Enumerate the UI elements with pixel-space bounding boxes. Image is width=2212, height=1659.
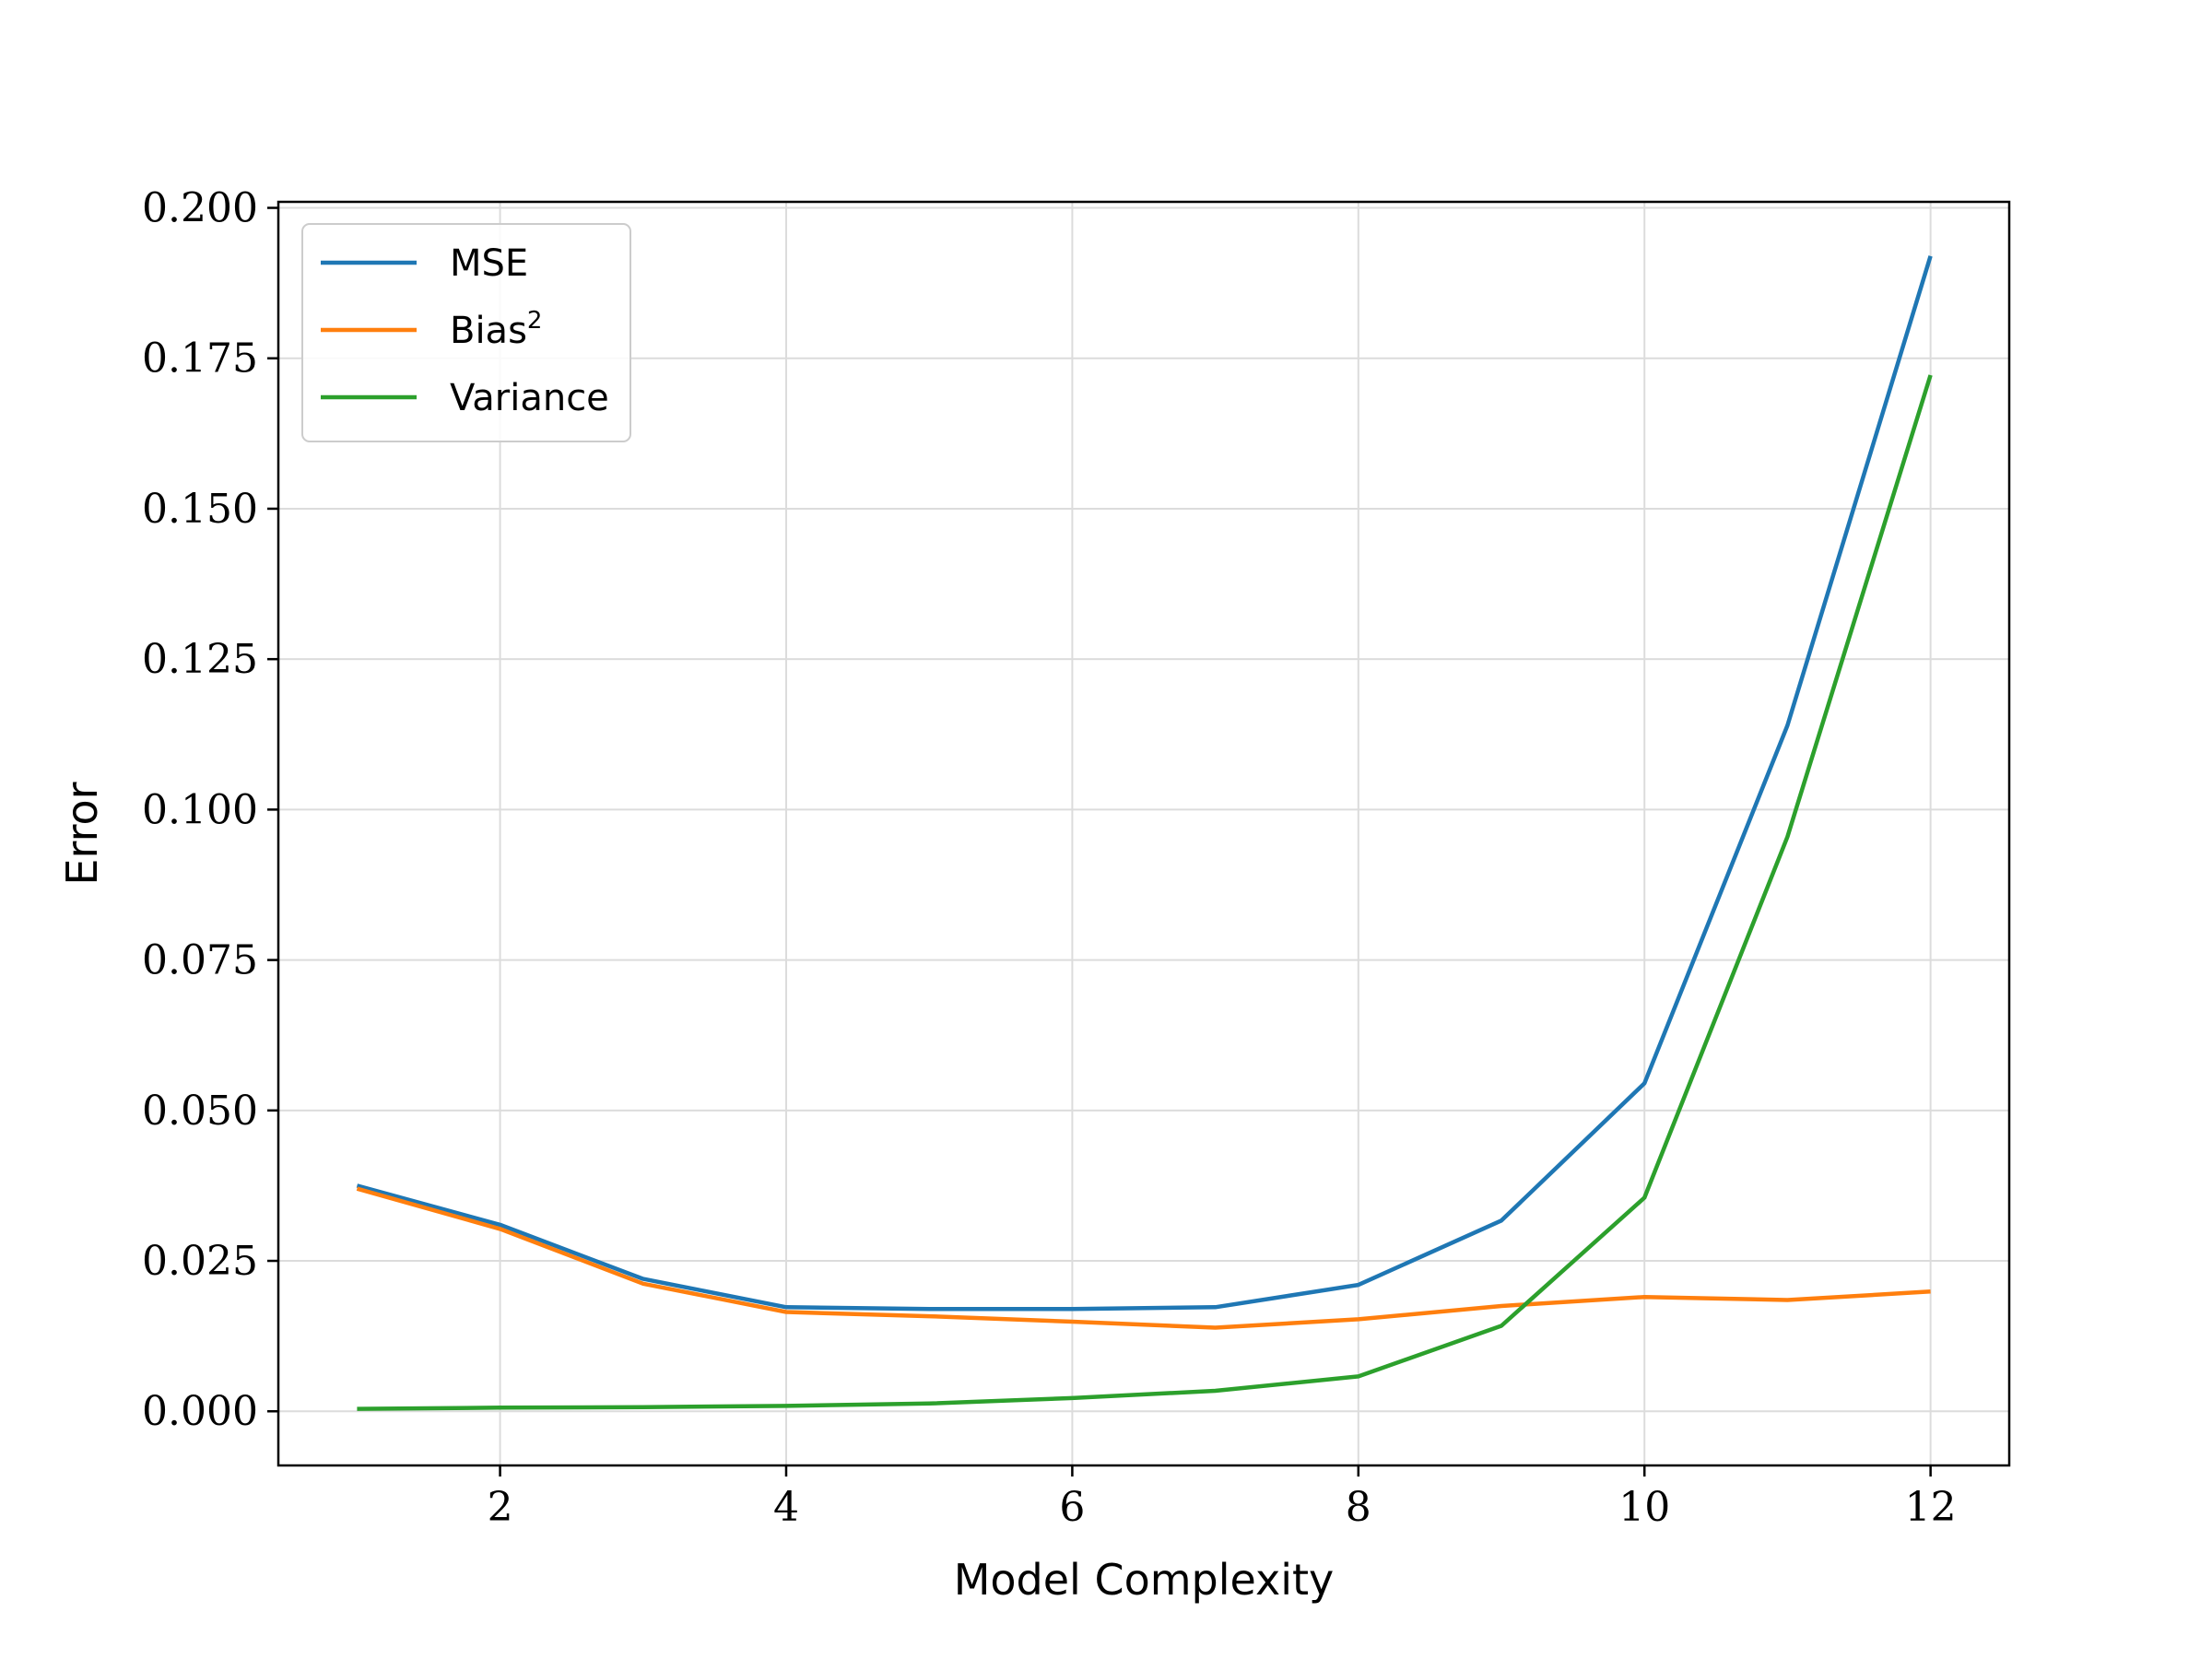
legend-label-variance: Variance [450, 377, 609, 419]
series-layer [356, 255, 1933, 1411]
y-axis-label: Error [57, 782, 107, 885]
x-axis-label: Model Complexity [954, 1555, 1335, 1605]
y-tick-label: 0.025 [142, 1238, 258, 1285]
legend-label-bias: Bias2 [450, 307, 542, 352]
legend-superscript: 2 [527, 307, 543, 335]
tick-layer: 2 4 6 8 10 12 0.000 0.025 0.050 0.075 0.100 0.125 0.… [142, 185, 1957, 1531]
y-tick-label: 0.200 [142, 185, 258, 232]
grid-layer [278, 202, 2009, 1465]
y-tick-label: 0.150 [142, 486, 258, 533]
series-line-mse [356, 255, 1933, 1312]
x-tick-label: 4 [773, 1484, 799, 1531]
x-tick-label: 6 [1059, 1484, 1085, 1531]
series-line-variance [357, 374, 1933, 1411]
legend: MSE Bias2 Variance [301, 223, 631, 442]
y-tick-label: 0.175 [142, 335, 258, 382]
x-tick-label: 10 [1618, 1484, 1670, 1531]
series-line-bias [356, 1186, 1931, 1330]
y-tick-label: 0.050 [142, 1088, 258, 1135]
y-tick-label: 0.000 [142, 1388, 258, 1435]
x-tick-label: 8 [1346, 1484, 1371, 1531]
y-tick-label: 0.075 [142, 937, 258, 984]
x-tick-label: 2 [488, 1484, 513, 1531]
x-tick-label: 12 [1905, 1484, 1957, 1531]
y-tick-label: 0.125 [142, 636, 258, 683]
plot-frame [276, 200, 2011, 1467]
y-tick-label: 0.100 [142, 786, 258, 833]
legend-box [301, 223, 631, 442]
legend-label-mse: MSE [450, 242, 528, 285]
